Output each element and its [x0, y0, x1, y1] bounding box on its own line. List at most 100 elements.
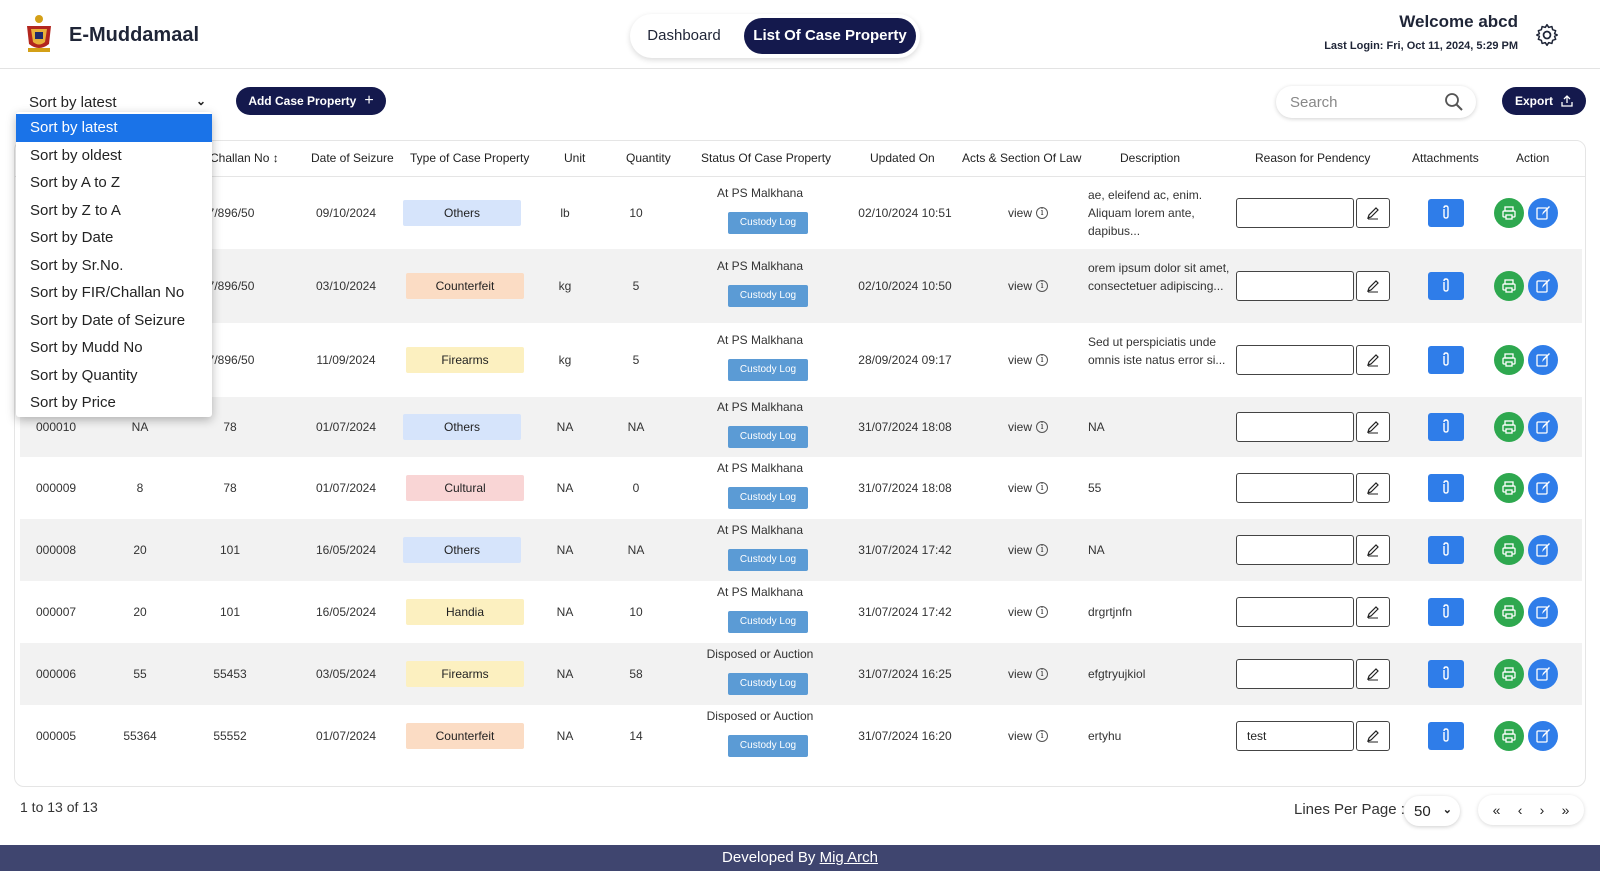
edit-icon[interactable]: [1528, 271, 1558, 301]
col-attachments: Attachments: [1412, 151, 1479, 165]
reason-input[interactable]: [1236, 535, 1354, 565]
reason-input[interactable]: [1236, 345, 1354, 375]
paperclip-icon[interactable]: [1428, 272, 1464, 300]
edit-icon[interactable]: [1528, 659, 1558, 689]
challan-no: 77/896/50: [201, 206, 255, 220]
paperclip-icon[interactable]: [1428, 199, 1464, 227]
custody-log-button[interactable]: Custody Log: [728, 359, 808, 381]
paperclip-icon[interactable]: [1428, 413, 1464, 441]
custody-log-button[interactable]: Custody Log: [728, 487, 808, 509]
custody-log-button[interactable]: Custody Log: [728, 285, 808, 307]
print-icon[interactable]: [1494, 473, 1524, 503]
print-icon[interactable]: [1494, 597, 1524, 627]
updated-on: 31/07/2024 17:42: [858, 605, 952, 619]
nav-dashboard[interactable]: Dashboard: [647, 27, 721, 44]
edit-icon[interactable]: [1528, 345, 1558, 375]
first-page-icon[interactable]: «: [1492, 802, 1501, 818]
paperclip-icon[interactable]: [1428, 474, 1464, 502]
custody-log-button[interactable]: Custody Log: [728, 735, 808, 757]
edit-icon[interactable]: [1528, 412, 1558, 442]
reason-input[interactable]: [1236, 597, 1354, 627]
reason-input[interactable]: [1236, 198, 1354, 228]
sort-option[interactable]: Sort by Date of Seizure: [30, 311, 186, 329]
view-acts-link[interactable]: view i: [1008, 279, 1049, 293]
search-icon[interactable]: [1444, 92, 1464, 112]
next-page-icon[interactable]: ›: [1539, 802, 1545, 818]
sort-select[interactable]: Sort by latest ⌄: [16, 88, 214, 116]
sort-option[interactable]: Sort by Sr.No.: [30, 256, 124, 274]
reason-input[interactable]: [1236, 412, 1354, 442]
custody-log-button[interactable]: Custody Log: [728, 212, 808, 234]
sort-option[interactable]: Sort by Mudd No: [30, 339, 143, 356]
sort-option[interactable]: Sort by A to Z: [30, 174, 121, 191]
view-label: view: [1008, 667, 1033, 681]
reason-input[interactable]: [1236, 271, 1354, 301]
sort-option[interactable]: Sort by Quantity: [30, 366, 138, 384]
view-acts-link[interactable]: view i: [1008, 353, 1049, 367]
print-icon[interactable]: [1494, 535, 1524, 565]
paperclip-icon[interactable]: [1428, 536, 1464, 564]
print-icon[interactable]: [1494, 412, 1524, 442]
last-page-icon[interactable]: »: [1561, 802, 1570, 818]
unit: NA: [556, 605, 574, 619]
table-row: 77/896/50 09/10/2024 Others lb 10 At PS …: [20, 177, 1582, 249]
reason-input[interactable]: [1236, 659, 1354, 689]
sort-option[interactable]: Sort by latest: [16, 114, 212, 142]
pagination-info: 1 to 13 of 13: [20, 799, 98, 815]
pencil-icon[interactable]: [1356, 271, 1390, 301]
edit-icon[interactable]: [1528, 535, 1558, 565]
sort-option[interactable]: Sort by oldest: [30, 146, 122, 164]
custody-log-button[interactable]: Custody Log: [728, 549, 808, 571]
paperclip-icon[interactable]: [1428, 598, 1464, 626]
pencil-icon[interactable]: [1356, 597, 1390, 627]
print-icon[interactable]: [1494, 345, 1524, 375]
gear-icon[interactable]: [1534, 22, 1560, 48]
prev-page-icon[interactable]: ‹: [1517, 802, 1523, 818]
print-icon[interactable]: [1494, 659, 1524, 689]
view-acts-link[interactable]: view i: [1008, 667, 1049, 681]
view-acts-link[interactable]: view i: [1008, 420, 1049, 434]
reason-input[interactable]: [1236, 473, 1354, 503]
search-input[interactable]: Search: [1276, 86, 1476, 118]
table-row: 77/896/50 03/10/2024 Counterfeit kg 5 At…: [20, 249, 1582, 323]
paperclip-icon[interactable]: [1428, 660, 1464, 688]
col-challan-no[interactable]: Challan No ↕: [210, 151, 279, 165]
fir-no: NA: [131, 420, 149, 434]
custody-log-button[interactable]: Custody Log: [728, 611, 808, 633]
view-label: view: [1008, 206, 1033, 220]
reason-input[interactable]: test: [1236, 721, 1354, 751]
date-of-seizure: 03/10/2024: [315, 279, 377, 293]
pencil-icon[interactable]: [1356, 659, 1390, 689]
lines-per-page-select[interactable]: 50 ⌄: [1404, 796, 1460, 826]
sort-option[interactable]: Sort by Z to A: [30, 201, 121, 219]
edit-icon[interactable]: [1528, 597, 1558, 627]
sort-option[interactable]: Sort by Date: [30, 229, 114, 246]
footer-link[interactable]: Mig Arch: [819, 849, 878, 866]
paperclip-icon[interactable]: [1428, 346, 1464, 374]
pencil-icon[interactable]: [1356, 412, 1390, 442]
sort-option[interactable]: Sort by FIR/Challan No: [30, 284, 185, 301]
view-acts-link[interactable]: view i: [1008, 206, 1049, 220]
edit-icon[interactable]: [1528, 721, 1558, 751]
pencil-icon[interactable]: [1356, 473, 1390, 503]
view-acts-link[interactable]: view i: [1008, 605, 1049, 619]
view-acts-link[interactable]: view i: [1008, 729, 1049, 743]
export-button[interactable]: Export: [1502, 87, 1586, 115]
paperclip-icon[interactable]: [1428, 722, 1464, 750]
custody-log-button[interactable]: Custody Log: [728, 673, 808, 695]
edit-icon[interactable]: [1528, 198, 1558, 228]
pencil-icon[interactable]: [1356, 721, 1390, 751]
edit-icon[interactable]: [1528, 473, 1558, 503]
pencil-icon[interactable]: [1356, 345, 1390, 375]
nav-list-case-property[interactable]: List Of Case Property: [744, 18, 916, 54]
print-icon[interactable]: [1494, 198, 1524, 228]
view-acts-link[interactable]: view i: [1008, 543, 1049, 557]
pencil-icon[interactable]: [1356, 198, 1390, 228]
pencil-icon[interactable]: [1356, 535, 1390, 565]
sort-option[interactable]: Sort by Price: [30, 394, 116, 411]
print-icon[interactable]: [1494, 721, 1524, 751]
add-case-property-button[interactable]: Add Case Property +: [236, 87, 386, 115]
view-acts-link[interactable]: view i: [1008, 481, 1049, 495]
custody-log-button[interactable]: Custody Log: [728, 426, 808, 448]
print-icon[interactable]: [1494, 271, 1524, 301]
